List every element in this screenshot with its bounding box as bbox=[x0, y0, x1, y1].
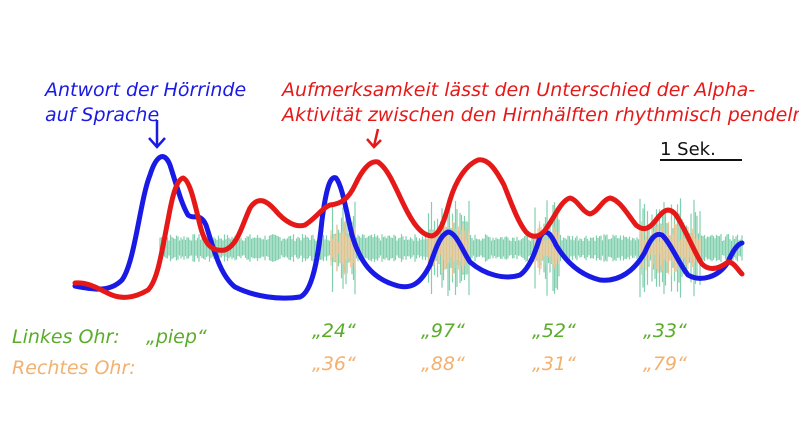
red-arrow-head bbox=[366, 138, 382, 149]
blue-arrow-head bbox=[148, 137, 166, 149]
blue-response-curve bbox=[72, 154, 745, 301]
left-item-24: „24“ bbox=[312, 320, 356, 342]
scale-bar-label: 1 Sek. bbox=[660, 139, 716, 160]
left-ear-label: Linkes Ohr: bbox=[12, 326, 120, 348]
red-annotation-line2: Aktivität zwischen den Hirnhälften rhyth… bbox=[280, 104, 799, 126]
right-item-36: „36“ bbox=[312, 353, 356, 375]
right-item-88: „88“ bbox=[421, 353, 465, 375]
left-item-33: „33“ bbox=[643, 320, 687, 342]
right-item-79: „79“ bbox=[643, 353, 687, 375]
right-ear-label: Rechtes Ohr: bbox=[12, 357, 136, 379]
left-item-97: „97“ bbox=[421, 320, 465, 342]
left-item-52: „52“ bbox=[532, 320, 576, 342]
blue-annotation-line1: Antwort der Hörrinde bbox=[43, 79, 246, 101]
red-arrow bbox=[372, 128, 380, 147]
red-annotation-line1: Aufmerksamkeit lässt den Unterschied der… bbox=[280, 79, 755, 101]
left-item-piep: „piep“ bbox=[146, 326, 207, 348]
blue-annotation-line2: auf Sprache bbox=[45, 104, 159, 126]
red-alpha-curve bbox=[72, 157, 745, 300]
right-item-31: „31“ bbox=[532, 353, 576, 375]
